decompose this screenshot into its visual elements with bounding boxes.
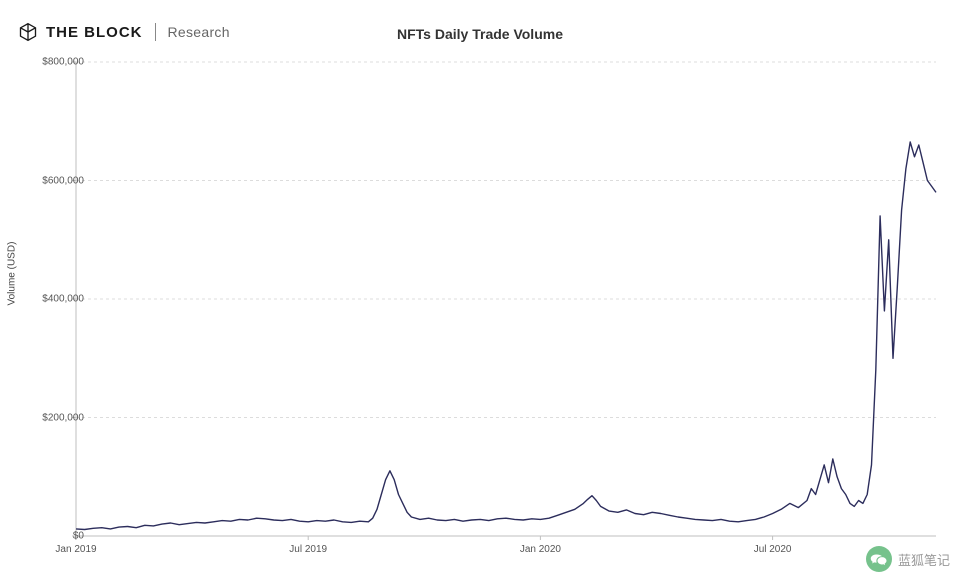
x-tick-label: Jan 2020 (520, 544, 561, 555)
brand-divider (155, 23, 156, 41)
y-tick-label: $800,000 (42, 57, 84, 68)
x-tick-label: Jul 2019 (289, 544, 327, 555)
brand-name: THE BLOCK (46, 24, 143, 41)
y-tick-label: $600,000 (42, 175, 84, 186)
watermark: 蓝狐笔记 (866, 546, 950, 572)
y-axis-title: Volume (USD) (7, 242, 18, 306)
sub-brand: Research (168, 24, 230, 40)
y-tick-label: $200,000 (42, 412, 84, 423)
line-chart-svg (72, 58, 940, 556)
y-tick-label: $400,000 (42, 294, 84, 305)
watermark-text: 蓝狐笔记 (898, 550, 950, 569)
cube-logo-icon (18, 22, 38, 42)
chart-area (72, 58, 940, 556)
chart-title: NFTs Daily Trade Volume (397, 26, 563, 42)
brand-header: THE BLOCK Research (18, 22, 230, 42)
x-tick-label: Jul 2020 (754, 544, 792, 555)
x-tick-label: Jan 2019 (55, 544, 96, 555)
wechat-icon (866, 546, 892, 572)
y-tick-label: $0 (73, 531, 84, 542)
